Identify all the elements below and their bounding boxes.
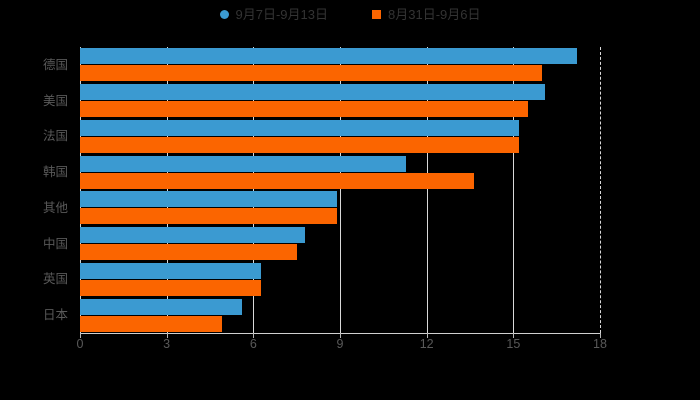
y-axis-label-其他: 其他: [42, 200, 68, 215]
bar-美国-series-0[interactable]: [80, 84, 546, 101]
bar-中国-series-0[interactable]: [80, 227, 306, 244]
x-axis-tick-mark-0: [80, 333, 81, 338]
bar-法国-series-0[interactable]: [80, 119, 520, 136]
legend-swatch-square-icon: [372, 10, 381, 19]
x-axis-tick-label-3: 3: [163, 337, 171, 351]
bar-韩国-series-1[interactable]: [80, 172, 475, 189]
bar-德国-series-0[interactable]: [80, 48, 577, 65]
legend-label-series-0: 9月7日-9月13日: [235, 7, 328, 22]
gridline-9: [340, 47, 341, 333]
y-axis-label-德国: 德国: [42, 57, 68, 72]
bar-英国-series-1[interactable]: [80, 279, 261, 296]
legend-item-series-0[interactable]: 9月7日-9月13日: [219, 7, 328, 22]
legend-swatch-circle-icon: [219, 10, 229, 19]
gridline-18: [600, 47, 601, 333]
bar-其他-series-0[interactable]: [80, 191, 338, 208]
legend-item-series-1[interactable]: 8月31日-9月6日: [372, 8, 480, 21]
x-axis-tick-mark-18: [600, 333, 601, 338]
gridline-12: [426, 47, 428, 333]
bar-法国-series-1[interactable]: [80, 136, 520, 153]
y-axis-label-中国: 中国: [42, 236, 68, 251]
y-axis-label-韩国: 韩国: [42, 165, 68, 180]
bar-日本-series-0[interactable]: [80, 298, 242, 315]
gridline-6: [253, 47, 255, 333]
x-axis-tick-mark-9: [340, 333, 341, 338]
plot-area: [80, 47, 601, 334]
bar-德国-series-1[interactable]: [80, 65, 543, 82]
bar-英国-series-0[interactable]: [80, 262, 261, 279]
x-axis-tick-label-0: 0: [76, 337, 84, 351]
gridline-15: [513, 47, 515, 333]
gridline-3: [166, 47, 168, 333]
legend-label-series-1: 8月31日-9月6日: [388, 7, 481, 22]
x-axis-tick-mark-3: [166, 333, 168, 338]
gridline-0: [80, 47, 81, 333]
bar-其他-series-1[interactable]: [80, 208, 338, 225]
bar-中国-series-1[interactable]: [80, 244, 297, 261]
y-axis-label-日本: 日本: [42, 308, 68, 323]
x-axis-tick-mark-6: [253, 333, 255, 338]
bar-日本-series-1[interactable]: [80, 315, 222, 332]
bar-韩国-series-0[interactable]: [80, 155, 407, 172]
x-axis-tick-label-9: 9: [336, 337, 344, 351]
x-axis-tick-label-6: 6: [249, 337, 257, 351]
bar-美国-series-1[interactable]: [80, 101, 528, 118]
x-axis-tick-mark-15: [513, 333, 515, 338]
chart-legend: 9月7日-9月13日 8月31日-9月6日: [0, 8, 700, 21]
x-axis-tick-label-18: 18: [593, 337, 607, 351]
x-axis-tick-label-12: 12: [419, 337, 434, 351]
y-axis-label-美国: 美国: [42, 93, 68, 108]
x-axis-tick-mark-12: [426, 333, 428, 338]
y-axis-label-法国: 法国: [42, 129, 68, 144]
y-axis-label-英国: 英国: [42, 272, 68, 287]
x-axis-tick-label-15: 15: [506, 337, 521, 351]
